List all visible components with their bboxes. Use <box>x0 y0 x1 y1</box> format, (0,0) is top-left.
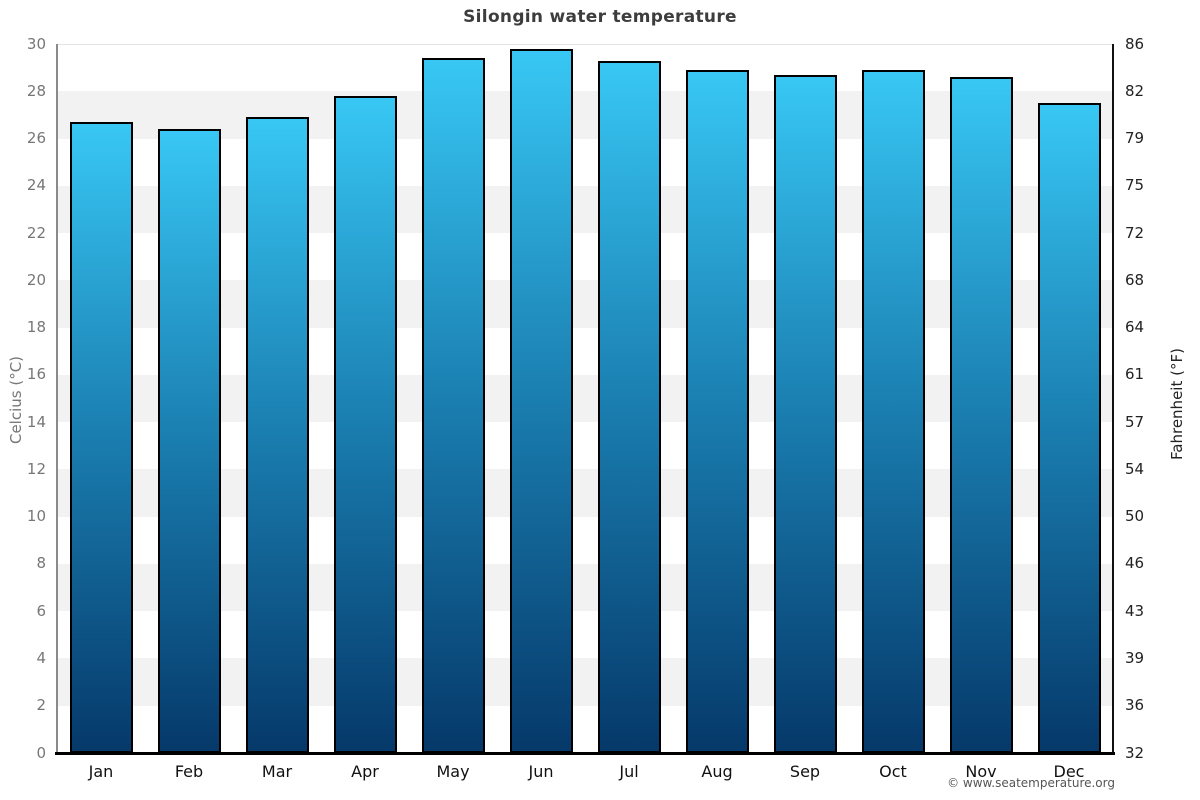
fahrenheit-tick-label: 39 <box>1125 648 1145 667</box>
bar-nov <box>949 77 1013 753</box>
month-label-jun: Jun <box>528 762 554 781</box>
celsius-tick-label: 10 <box>26 507 46 526</box>
fahrenheit-tick-label: 68 <box>1125 270 1145 289</box>
fahrenheit-tick-label: 36 <box>1125 696 1145 715</box>
month-label-oct: Oct <box>879 762 907 781</box>
celsius-tick-label: 28 <box>26 81 46 100</box>
celsius-tick-label: 20 <box>26 270 46 289</box>
fahrenheit-tick-label: 43 <box>1125 601 1145 620</box>
month-label-jan: Jan <box>88 762 114 781</box>
y-axis-right-title: Fahrenheit (°F) <box>1168 348 1186 460</box>
top-gridline <box>57 44 1113 45</box>
celsius-tick-label: 24 <box>26 176 46 195</box>
background-band <box>57 374 1113 423</box>
month-label-feb: Feb <box>174 762 204 781</box>
month-label-apr: Apr <box>351 762 379 781</box>
month-label-mar: Mar <box>261 762 293 781</box>
celsius-tick-label: 12 <box>26 459 46 478</box>
bar-mar <box>245 117 309 753</box>
fahrenheit-tick-label: 32 <box>1125 743 1145 762</box>
background-band <box>57 91 1113 139</box>
fahrenheit-tick-label: 61 <box>1125 365 1145 384</box>
y-axis-right-line <box>1112 44 1114 753</box>
celsius-tick-label: 0 <box>36 743 46 762</box>
bar-oct <box>861 70 925 753</box>
fahrenheit-tick-label: 57 <box>1125 412 1145 431</box>
fahrenheit-tick-label: 54 <box>1125 459 1145 478</box>
background-band <box>57 138 1113 186</box>
chart-title: Silongin water temperature <box>463 7 737 27</box>
background-band <box>57 233 1113 281</box>
fahrenheit-tick-label: 64 <box>1125 318 1145 337</box>
background-band <box>57 611 1113 659</box>
background-band <box>57 469 1113 517</box>
bar-apr <box>333 96 397 753</box>
celsius-tick-label: 4 <box>36 648 46 667</box>
celsius-tick-label: 18 <box>26 318 46 337</box>
month-label-may: May <box>436 762 470 781</box>
background-band <box>57 658 1113 706</box>
month-label-dec: Dec <box>1053 762 1085 781</box>
x-axis-line <box>55 752 1115 755</box>
celsius-tick-label: 8 <box>36 554 46 573</box>
celsius-tick-label: 30 <box>26 34 46 53</box>
fahrenheit-tick-label: 86 <box>1125 34 1145 53</box>
background-band <box>57 280 1113 328</box>
background-band <box>57 563 1113 612</box>
bar-may <box>421 58 485 753</box>
plot-area <box>57 44 1113 753</box>
copyright-footer: © www.seatemperature.org <box>947 776 1115 790</box>
bar-jun <box>509 48 573 753</box>
fahrenheit-tick-label: 79 <box>1125 129 1145 148</box>
background-band <box>57 705 1113 753</box>
bar-jan <box>69 122 133 753</box>
bar-sep <box>773 74 837 753</box>
fahrenheit-tick-label: 75 <box>1125 176 1145 195</box>
month-label-nov: Nov <box>965 762 997 781</box>
background-band <box>57 185 1113 234</box>
fahrenheit-tick-label: 72 <box>1125 223 1145 242</box>
y-axis-left-line <box>56 44 58 753</box>
background-band <box>57 516 1113 564</box>
fahrenheit-tick-label: 82 <box>1125 81 1145 100</box>
fahrenheit-tick-label: 50 <box>1125 507 1145 526</box>
celsius-tick-label: 22 <box>26 223 46 242</box>
celsius-tick-label: 6 <box>36 601 46 620</box>
bar-dec <box>1037 103 1101 753</box>
bar-jul <box>597 60 661 753</box>
celsius-tick-label: 2 <box>36 696 46 715</box>
background-band <box>57 44 1113 92</box>
celsius-tick-label: 14 <box>26 412 46 431</box>
bar-feb <box>157 129 221 753</box>
celsius-tick-label: 16 <box>26 365 46 384</box>
celsius-tick-label: 26 <box>26 129 46 148</box>
month-label-jul: Jul <box>619 762 639 781</box>
background-band <box>57 422 1113 470</box>
bar-aug <box>685 70 749 753</box>
month-label-aug: Aug <box>701 762 733 781</box>
month-label-sep: Sep <box>789 762 821 781</box>
fahrenheit-tick-label: 46 <box>1125 554 1145 573</box>
background-band <box>57 327 1113 375</box>
